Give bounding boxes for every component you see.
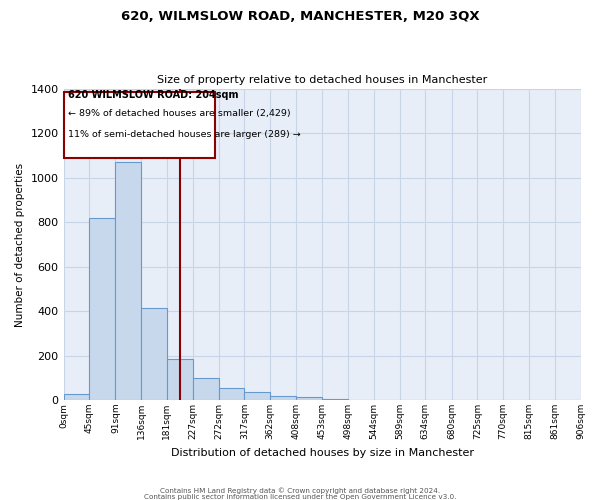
FancyBboxPatch shape bbox=[64, 92, 215, 158]
Bar bbox=[296, 398, 322, 400]
Bar bbox=[167, 359, 193, 400]
Bar bbox=[219, 388, 244, 400]
Bar bbox=[270, 396, 296, 400]
Text: 620, WILMSLOW ROAD, MANCHESTER, M20 3QX: 620, WILMSLOW ROAD, MANCHESTER, M20 3QX bbox=[121, 10, 479, 23]
X-axis label: Distribution of detached houses by size in Manchester: Distribution of detached houses by size … bbox=[170, 448, 473, 458]
Title: Size of property relative to detached houses in Manchester: Size of property relative to detached ho… bbox=[157, 76, 487, 86]
Bar bbox=[141, 308, 167, 400]
Y-axis label: Number of detached properties: Number of detached properties bbox=[15, 162, 25, 326]
Bar bbox=[115, 162, 141, 400]
Bar bbox=[64, 394, 89, 400]
Text: ← 89% of detached houses are smaller (2,429): ← 89% of detached houses are smaller (2,… bbox=[68, 109, 291, 118]
Text: Contains HM Land Registry data © Crown copyright and database right 2024.: Contains HM Land Registry data © Crown c… bbox=[160, 487, 440, 494]
Bar bbox=[244, 392, 270, 400]
Bar bbox=[193, 378, 219, 400]
Text: 11% of semi-detached houses are larger (289) →: 11% of semi-detached houses are larger (… bbox=[68, 130, 301, 139]
Bar bbox=[322, 399, 347, 400]
Text: 620 WILMSLOW ROAD: 204sqm: 620 WILMSLOW ROAD: 204sqm bbox=[68, 90, 239, 101]
Bar bbox=[89, 218, 115, 400]
Text: Contains public sector information licensed under the Open Government Licence v3: Contains public sector information licen… bbox=[144, 494, 456, 500]
